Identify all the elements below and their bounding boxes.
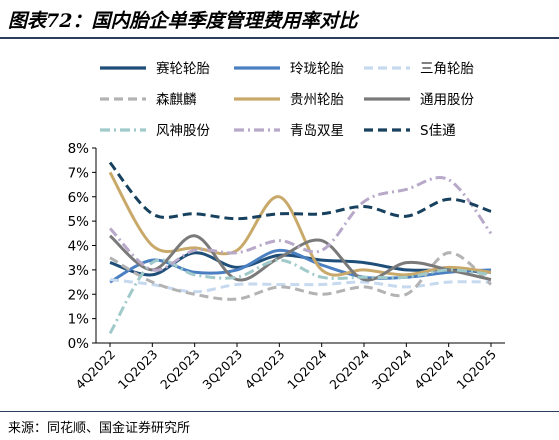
x-tick-label: 3Q2024	[369, 346, 415, 392]
y-tick-label: 0%	[68, 336, 90, 352]
y-tick-label: 1%	[68, 312, 90, 328]
x-tick-label: 4Q2024	[411, 346, 457, 392]
legend-label-9: S佳通	[420, 123, 456, 139]
source-note: 来源：同花顺、国金证券研究所	[8, 421, 191, 436]
legend-label-5: 贵州轮胎	[290, 92, 344, 108]
series-line-7	[108, 258, 492, 335]
y-tick-label: 5%	[68, 214, 90, 230]
y-tick-label: 2%	[68, 287, 90, 303]
series-line-6	[108, 234, 492, 282]
legend-label-8: 青岛双星	[290, 123, 344, 139]
legend-label-2: 玲珑轮胎	[290, 61, 344, 77]
legend-label-6: 通用股份	[420, 92, 474, 108]
series-line-8	[108, 176, 493, 272]
legend-label-1: 赛轮轮胎	[156, 61, 210, 77]
chart-title: 图表72：国内胎企单季度管理费用率对比	[8, 10, 358, 32]
y-tick-label: 7%	[68, 165, 90, 181]
x-tick-label: 1Q2025	[453, 347, 499, 393]
legend-label-4: 森麒麟	[156, 92, 197, 108]
x-tick-label: 4Q2022	[72, 347, 118, 393]
x-tick-label: 4Q2023	[242, 347, 288, 393]
x-tick-label: 2Q2023	[157, 347, 203, 393]
legend-label-3: 三角轮胎	[420, 61, 474, 77]
chart-series	[108, 161, 493, 335]
title-bar: 图表72：国内胎企单季度管理费用率对比	[0, 0, 559, 36]
footer-divider	[0, 411, 559, 412]
x-tick-label: 1Q2023	[115, 347, 161, 393]
x-tick-label: 3Q2023	[199, 347, 245, 393]
series-line-5	[108, 171, 492, 277]
y-tick-label: 3%	[68, 263, 90, 279]
x-tick-label: 1Q2024	[284, 346, 330, 392]
y-tick-label: 6%	[68, 190, 90, 206]
legend-label-7: 风神股份	[156, 123, 210, 139]
x-tick-label: 2Q2024	[326, 346, 372, 392]
y-tick-label: 8%	[68, 141, 90, 157]
series-line-9	[108, 161, 492, 221]
y-tick-label: 4%	[68, 239, 90, 255]
title-divider	[0, 37, 559, 39]
